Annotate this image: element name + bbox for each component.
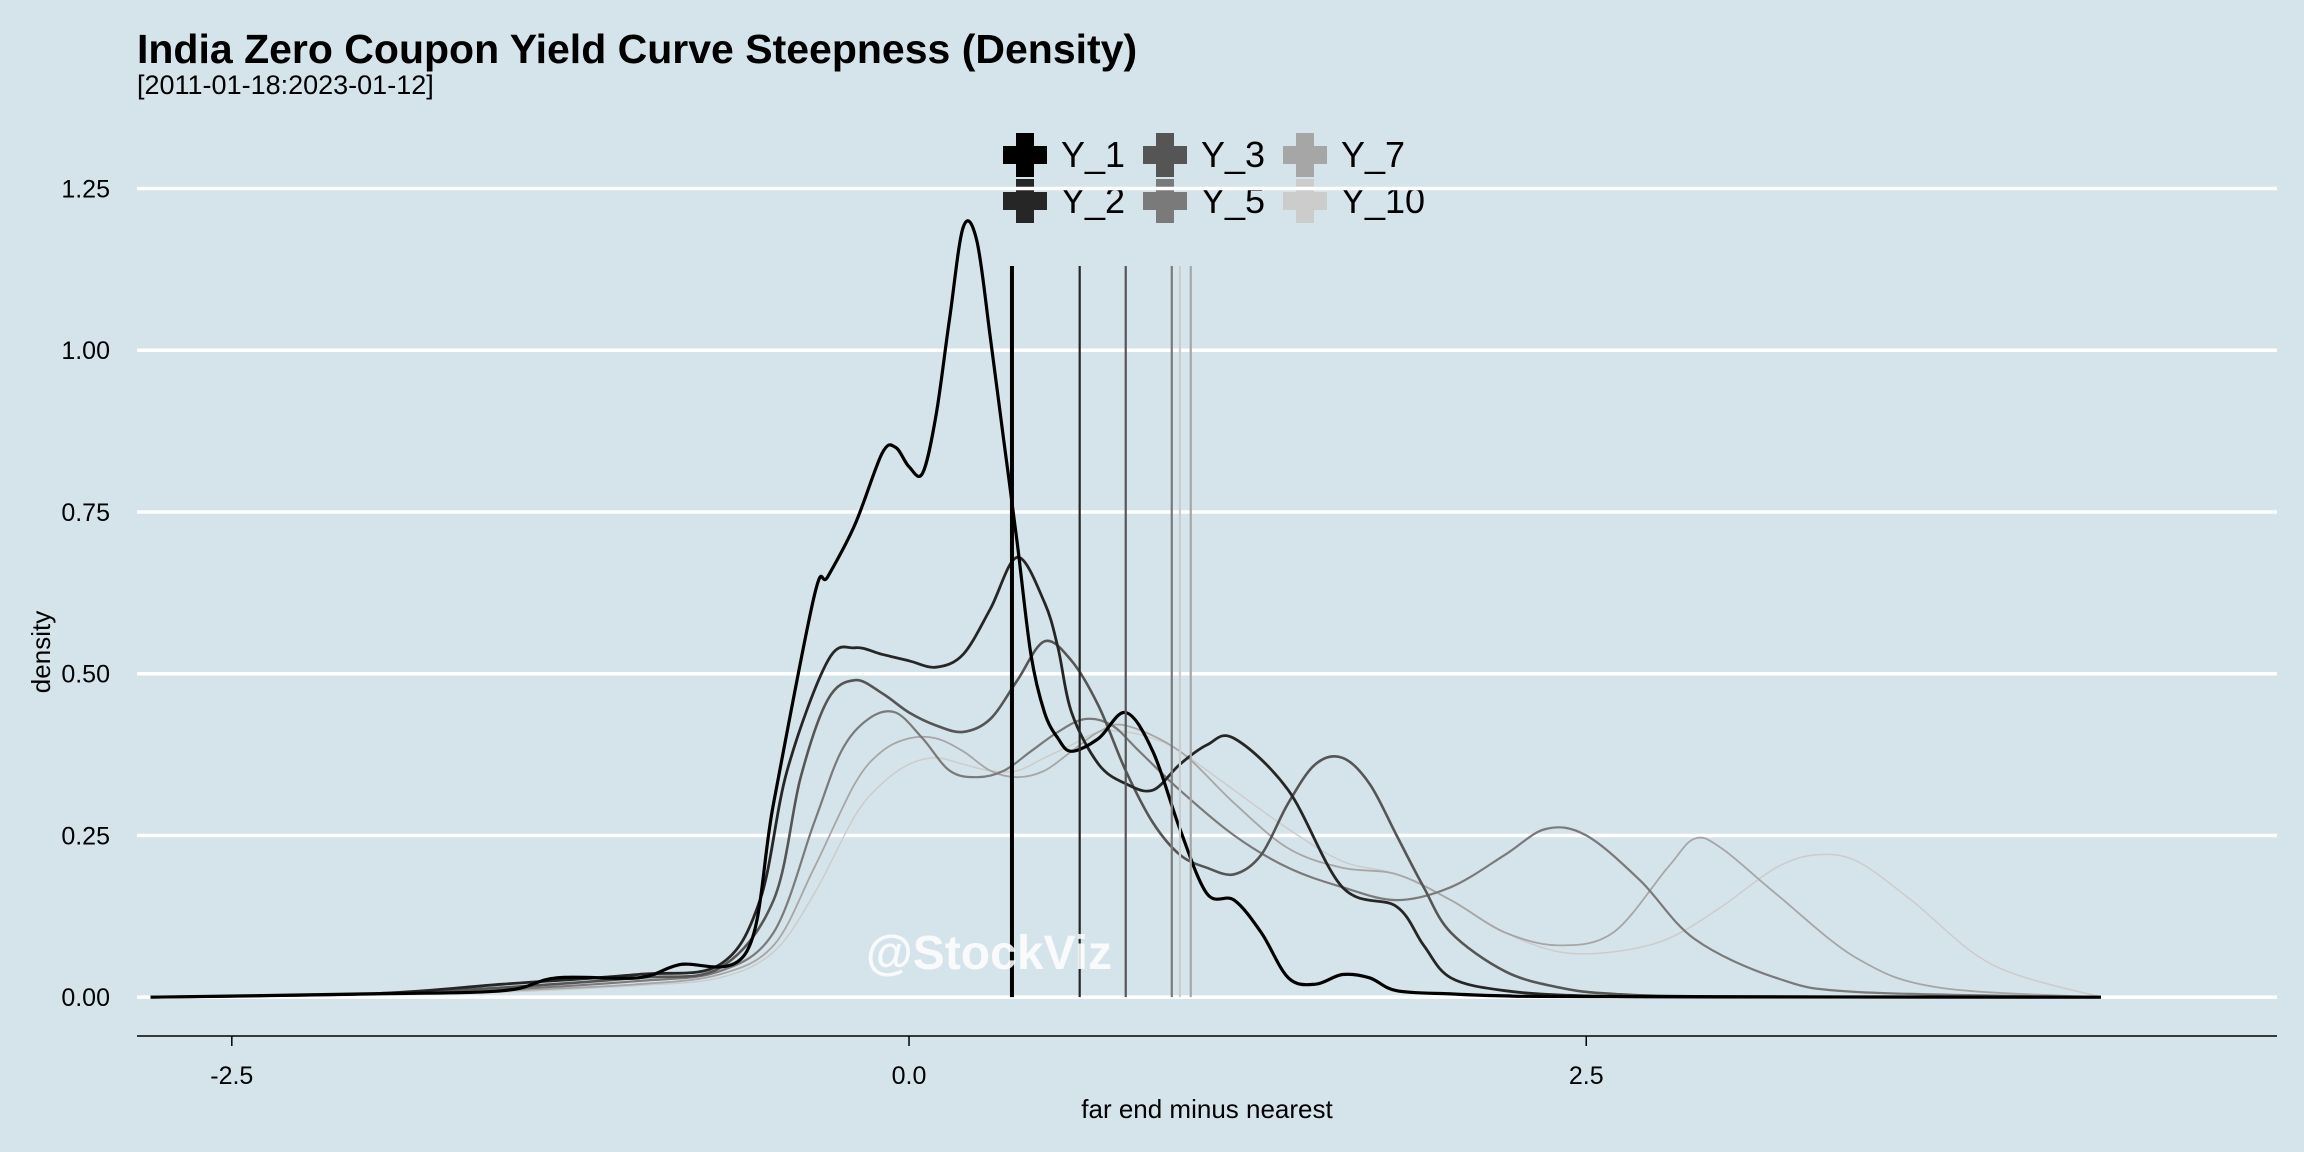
x-tick-label: -2.5 [210, 1062, 253, 1090]
legend-item-y-7: Y_7 [1283, 133, 1405, 177]
grid-lines: 0.00 0.25 0.50 0.75 1.00 1.25 [61, 175, 2277, 1012]
x-tick-label: 2.5 [1569, 1062, 1604, 1090]
legend-swatch [1283, 133, 1327, 177]
legend-label: Y_3 [1201, 134, 1266, 175]
chart-title: India Zero Coupon Yield Curve Steepness … [137, 26, 1138, 72]
chart-subtitle: [2011-01-18:2023-01-12] [137, 70, 434, 100]
legend-swatch [1143, 133, 1187, 177]
x-axis-label: far end minus nearest [1081, 1094, 1333, 1124]
x-tick-label: 0.0 [892, 1062, 927, 1090]
y-tick-label: 1.00 [61, 337, 110, 365]
density-curve-y-5 [150, 710, 2101, 999]
density-curve-y-1 [150, 219, 2101, 999]
y-tick-label: 0.25 [61, 822, 110, 850]
density-curve-y-7 [150, 723, 2101, 999]
legend-label: Y_7 [1341, 134, 1406, 175]
mean-lines [1009, 266, 1192, 998]
y-tick-label: 0.75 [61, 499, 110, 527]
density-curve-y-3 [150, 639, 2101, 999]
legend-label: Y_1 [1061, 134, 1126, 175]
y-tick-label: 0.00 [61, 984, 110, 1012]
axes: -2.5 0.0 2.5 [137, 1035, 2277, 1090]
density-curve-y-2 [150, 555, 2101, 999]
y-axis-label: density [26, 611, 56, 693]
legend-swatch [1003, 133, 1047, 177]
legend-item-y-2: Y_2 [1003, 179, 1125, 223]
legend-item-y-1: Y_1 [1003, 133, 1125, 177]
legend-item-y-3: Y_3 [1143, 133, 1265, 177]
y-tick-label: 0.50 [61, 661, 110, 689]
watermark: @StockViz [866, 927, 1112, 980]
y-tick-label: 1.25 [61, 175, 110, 203]
